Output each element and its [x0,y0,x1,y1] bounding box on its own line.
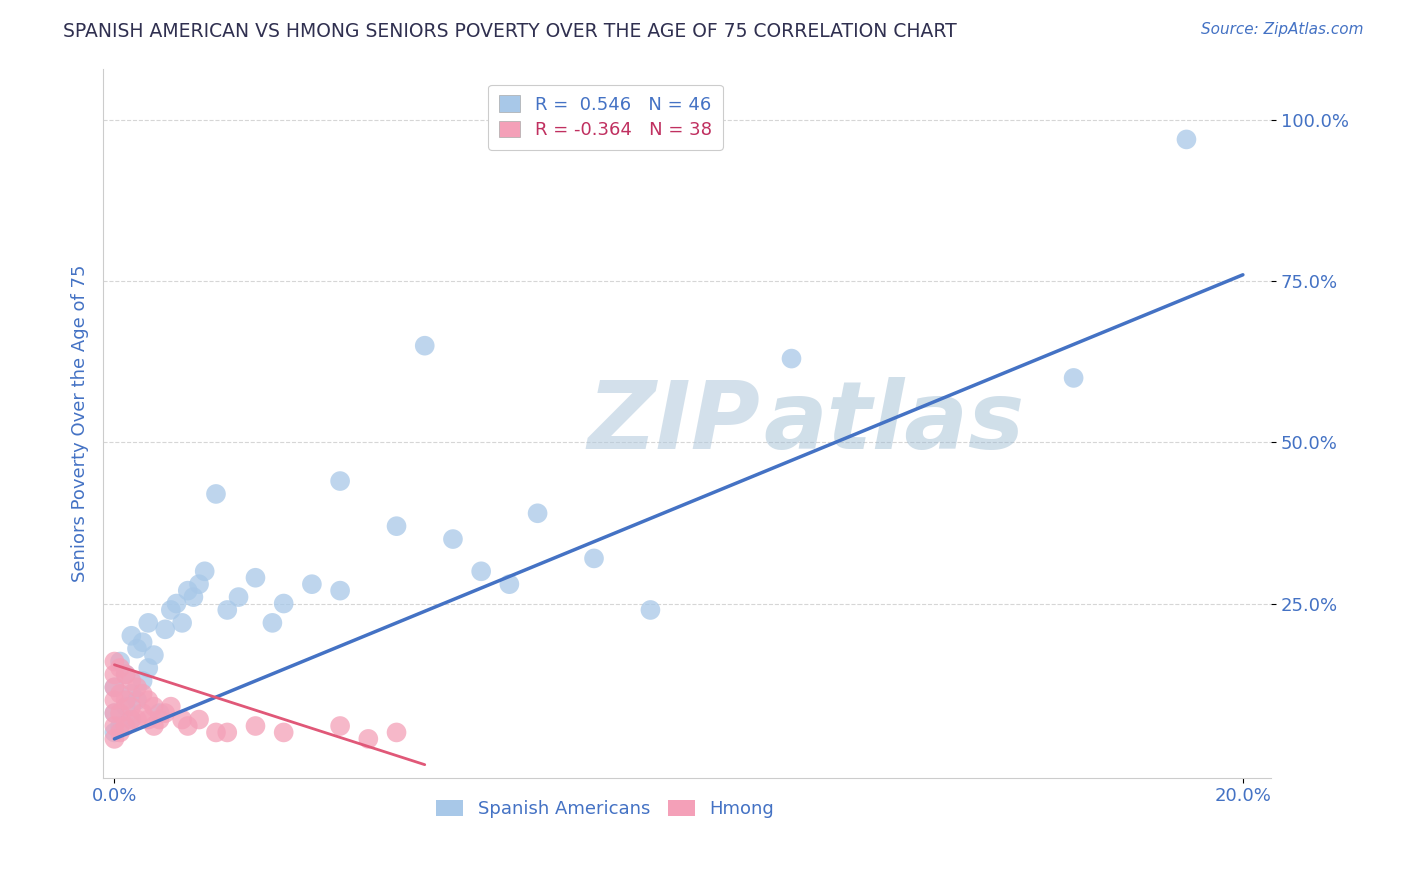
Text: Source: ZipAtlas.com: Source: ZipAtlas.com [1201,22,1364,37]
Point [153,706,176,720]
Point [148,706,170,720]
Point [188,713,211,727]
Point [177,583,200,598]
Point [136,693,159,707]
Point [177,719,200,733]
Point [125,681,148,695]
Point [273,725,295,739]
Point [780,351,803,366]
Point [103,731,125,746]
Point [120,713,142,727]
Point [120,699,142,714]
Point [108,661,131,675]
Point [136,615,159,630]
Point [329,719,352,733]
Point [194,564,217,578]
Point [441,532,464,546]
Legend: Spanish Americans, Hmong: Spanish Americans, Hmong [429,793,782,825]
Point [217,603,239,617]
Point [120,713,142,727]
Point [103,681,125,695]
Point [108,687,131,701]
Point [103,681,125,695]
Point [183,590,205,604]
Point [136,713,159,727]
Point [108,706,131,720]
Point [103,719,125,733]
Point [1175,132,1198,146]
Point [131,673,153,688]
Text: SPANISH AMERICAN VS HMONG SENIORS POVERTY OVER THE AGE OF 75 CORRELATION CHART: SPANISH AMERICAN VS HMONG SENIORS POVERT… [63,22,957,41]
Point [131,635,153,649]
Point [160,699,183,714]
Point [114,699,136,714]
Point [153,623,176,637]
Point [582,551,605,566]
Point [273,597,295,611]
Text: ZIP: ZIP [588,377,761,469]
Text: atlas: atlas [763,377,1025,469]
Point [136,661,159,675]
Point [108,655,131,669]
Point [385,519,408,533]
Point [357,731,380,746]
Point [228,590,250,604]
Point [148,713,170,727]
Point [245,571,267,585]
Point [142,719,165,733]
Point [142,699,165,714]
Point [205,725,228,739]
Point [160,603,183,617]
Point [103,667,125,681]
Point [103,706,125,720]
Point [470,564,492,578]
Point [188,577,211,591]
Point [125,641,148,656]
Y-axis label: Seniors Poverty Over the Age of 75: Seniors Poverty Over the Age of 75 [72,264,89,582]
Point [172,615,194,630]
Point [114,693,136,707]
Point [120,687,142,701]
Point [413,339,436,353]
Point [498,577,520,591]
Point [103,693,125,707]
Point [1063,371,1085,385]
Point [166,597,188,611]
Point [108,725,131,739]
Point [640,603,662,617]
Point [114,667,136,681]
Point [329,583,352,598]
Point [245,719,267,733]
Point [329,474,352,488]
Point [103,725,125,739]
Point [120,673,142,688]
Point [205,487,228,501]
Point [142,648,165,662]
Point [217,725,239,739]
Point [301,577,323,591]
Point [125,693,148,707]
Point [108,719,131,733]
Point [103,655,125,669]
Point [103,706,125,720]
Point [114,667,136,681]
Point [172,713,194,727]
Point [526,506,548,520]
Point [262,615,284,630]
Point [131,706,153,720]
Point [131,687,153,701]
Point [114,719,136,733]
Point [120,629,142,643]
Point [385,725,408,739]
Point [125,713,148,727]
